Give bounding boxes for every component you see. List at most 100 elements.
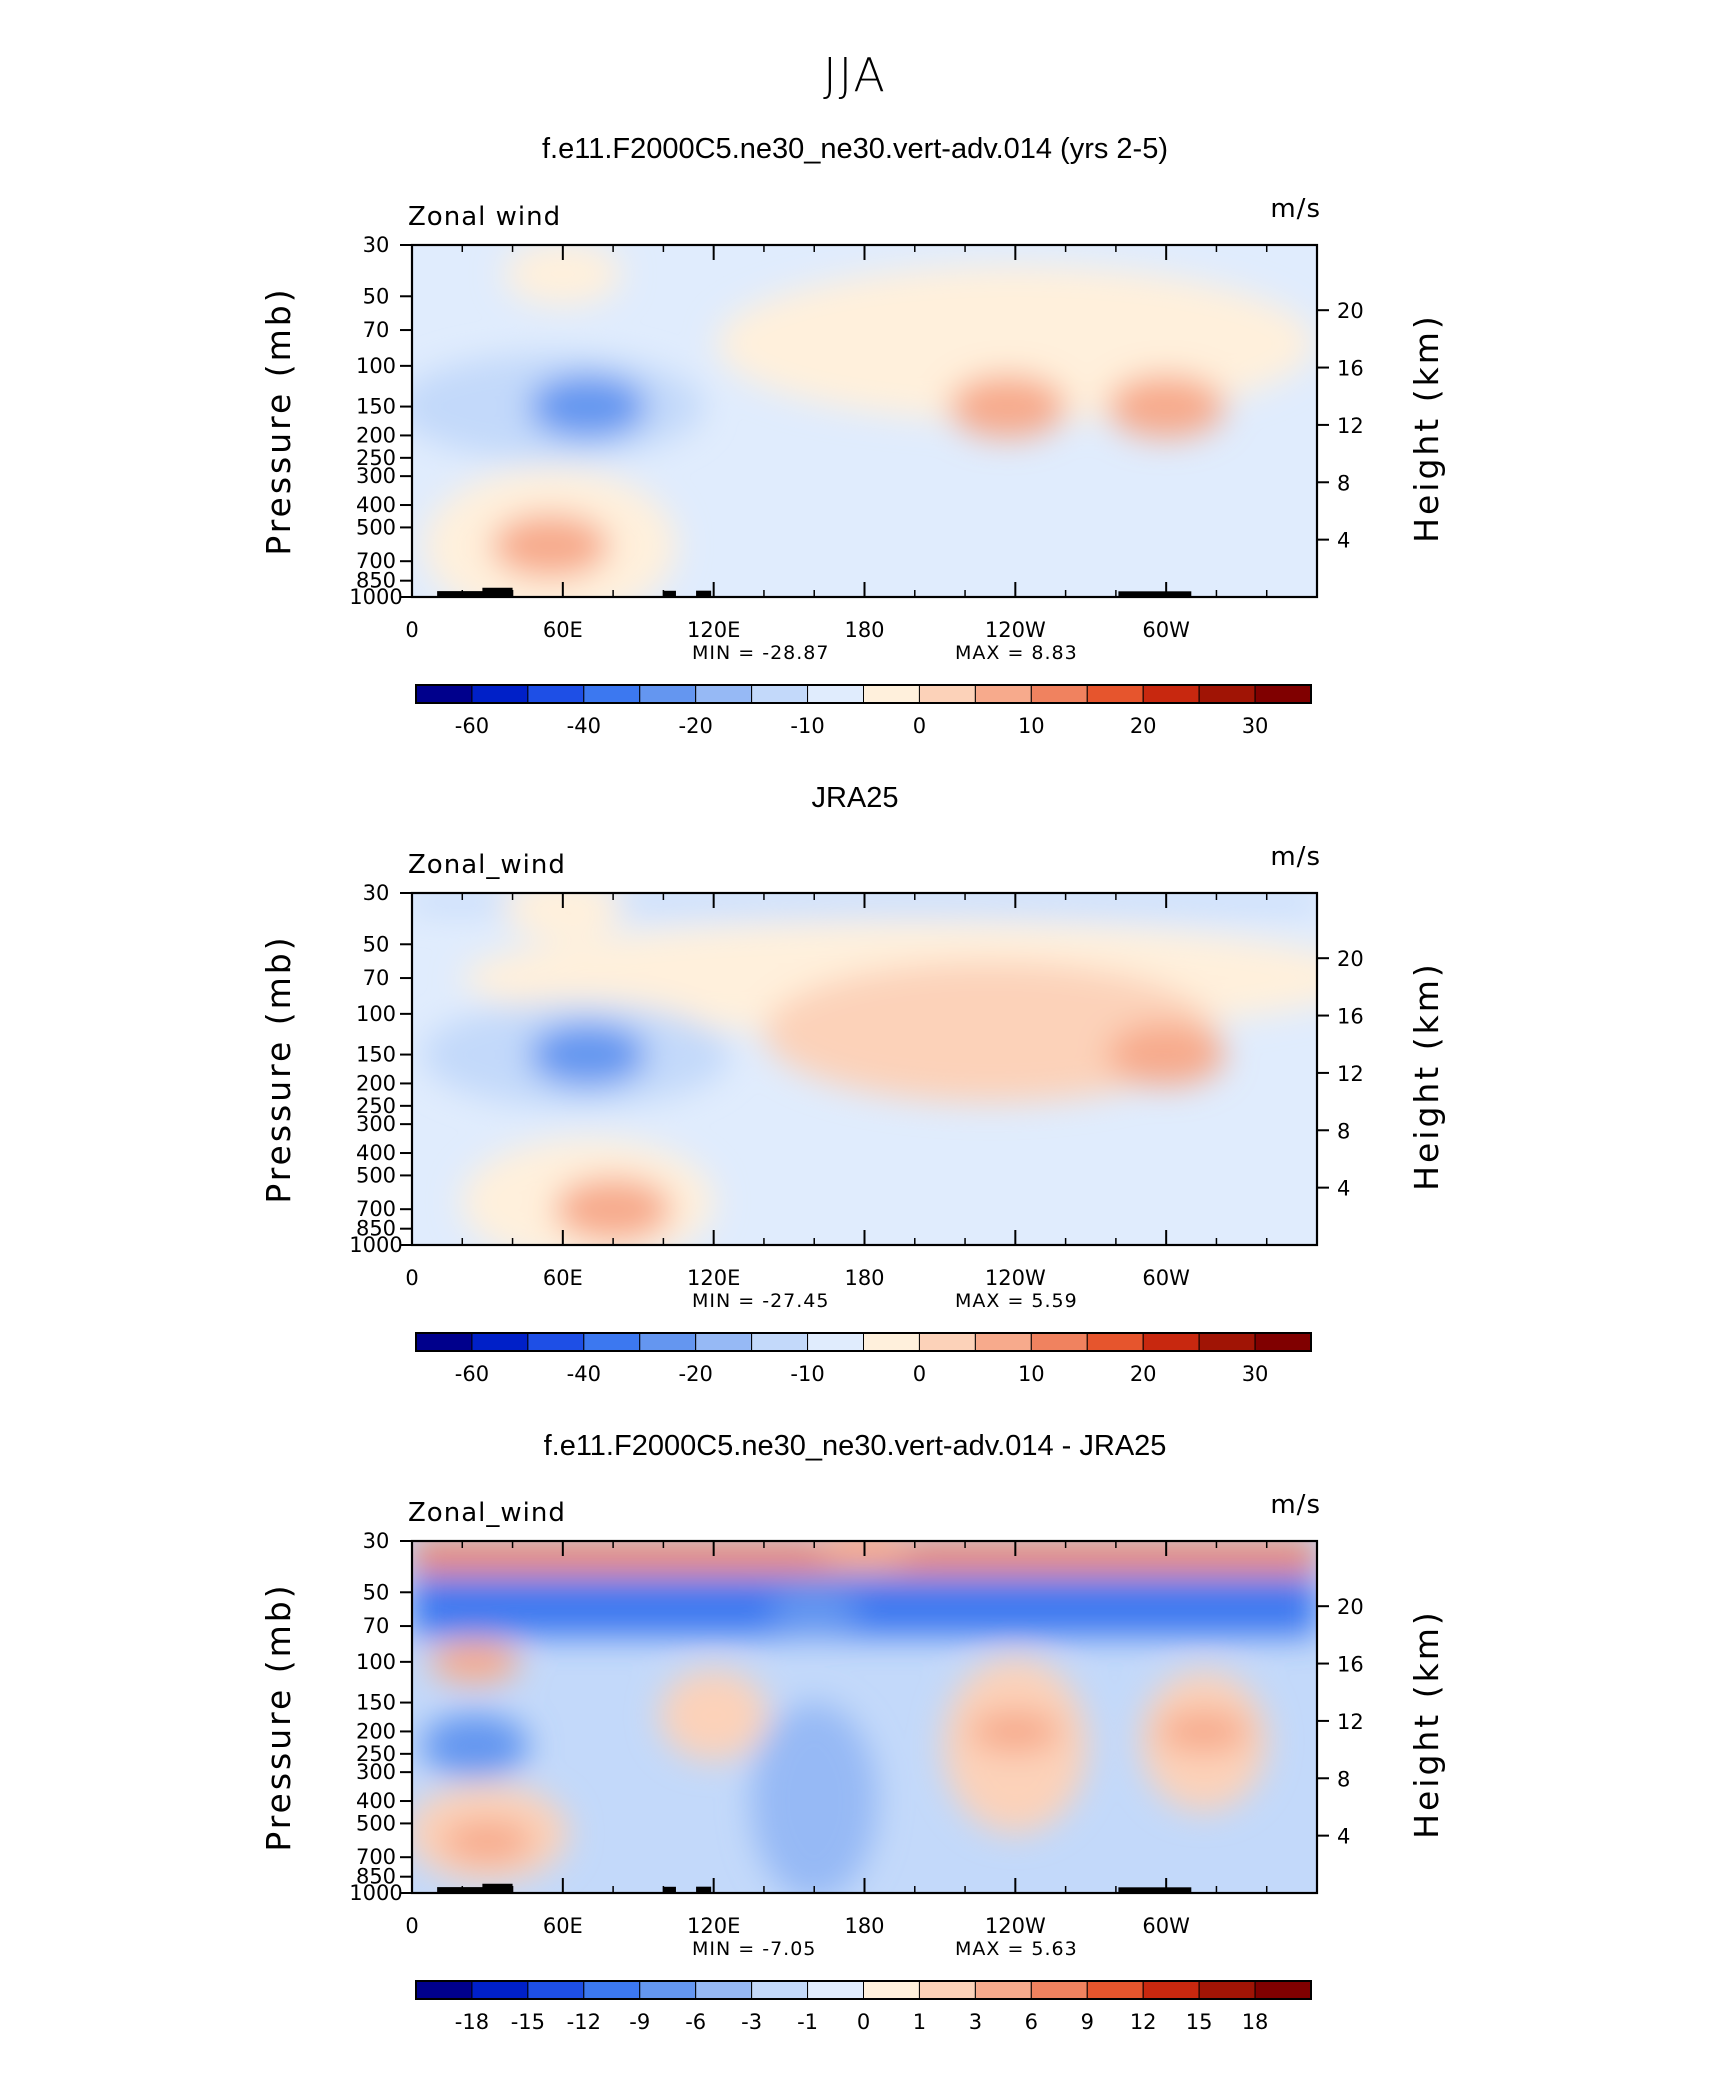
colorbar-bin bbox=[695, 1332, 753, 1352]
colorbar-bin bbox=[471, 1332, 529, 1352]
colorbar-bin bbox=[583, 1332, 641, 1352]
colorbar-bin bbox=[863, 1980, 920, 2000]
x-tick-label: 180 bbox=[844, 1266, 884, 1290]
height-tick-label: 8 bbox=[1337, 471, 1350, 495]
y-tick-label: 200 bbox=[356, 423, 396, 447]
y-tick-label: 1000 bbox=[349, 585, 402, 609]
colorbar-frame bbox=[415, 1980, 1312, 2000]
colorbar-bin bbox=[639, 684, 697, 704]
height-tick-label: 12 bbox=[1337, 414, 1364, 438]
colorbar-bin bbox=[527, 684, 585, 704]
colorbar-label: 10 bbox=[1018, 714, 1045, 738]
colorbar-bin bbox=[974, 684, 1032, 704]
y-axis-label-right: Height (km) bbox=[1407, 961, 1446, 1191]
y-tick-label: 100 bbox=[356, 1650, 396, 1674]
colorbar-bin bbox=[1030, 1332, 1088, 1352]
colorbar-label: 15 bbox=[1186, 2010, 1213, 2034]
topography-block bbox=[482, 1883, 513, 1893]
y-tick-label: 150 bbox=[356, 1043, 396, 1067]
topography bbox=[437, 587, 1192, 597]
colorbar-label: 6 bbox=[1025, 2010, 1038, 2034]
y-axis-label: Pressure (mb) bbox=[259, 286, 298, 555]
colorbar-bin bbox=[1198, 684, 1256, 704]
positive-band bbox=[659, 1669, 768, 1761]
panel-3-title: f.e11.F2000C5.ne30_ne30.vert-adv.014 - J… bbox=[543, 1430, 1167, 1462]
colorbar-bin bbox=[807, 684, 864, 704]
y-tick-label: 500 bbox=[356, 1163, 396, 1187]
colorbar-label: -12 bbox=[567, 2010, 601, 2034]
positive-band bbox=[763, 961, 1217, 1103]
colorbar-bin bbox=[415, 684, 473, 704]
colorbar-label: 1 bbox=[913, 2010, 926, 2034]
height-tick-label: 4 bbox=[1337, 1177, 1350, 1201]
colorbar-bin bbox=[1030, 684, 1088, 704]
colorbar-label: -20 bbox=[679, 1362, 713, 1386]
contour-fill-group bbox=[412, 893, 1317, 1245]
colorbar-bin bbox=[974, 1332, 1032, 1352]
y-tick-label: 850 bbox=[356, 569, 396, 593]
colorbar-frame bbox=[415, 1332, 1312, 1352]
height-tick-label: 16 bbox=[1337, 1005, 1364, 1029]
topography-block bbox=[663, 590, 676, 597]
contour-core bbox=[442, 1820, 533, 1863]
y-tick-label: 500 bbox=[356, 515, 396, 539]
contour-core bbox=[504, 245, 622, 306]
y-tick-label: 50 bbox=[363, 932, 390, 956]
height-tick-label: 16 bbox=[1337, 357, 1364, 381]
colorbar-bin bbox=[1254, 684, 1312, 704]
colorbar-bin bbox=[863, 684, 920, 704]
y-tick-label: 700 bbox=[356, 1197, 396, 1221]
colorbar-label: -10 bbox=[790, 1362, 824, 1386]
colorbar-label: 20 bbox=[1130, 1362, 1157, 1386]
y-tick-label: 70 bbox=[363, 1614, 390, 1638]
x-tick-label: 120E bbox=[687, 618, 740, 642]
x-tick-label: 180 bbox=[844, 618, 884, 642]
height-tick-label: 8 bbox=[1337, 1767, 1350, 1791]
x-tick-label: 60W bbox=[1142, 1266, 1190, 1290]
colorbar-bin bbox=[471, 684, 529, 704]
contour-core bbox=[491, 514, 610, 578]
contour-core bbox=[504, 893, 622, 941]
colorbar-bin bbox=[918, 684, 976, 704]
contour-core bbox=[768, 1589, 860, 1632]
height-tick-label: 4 bbox=[1337, 529, 1350, 553]
y-tick-label: 1000 bbox=[349, 1881, 402, 1905]
colorbar-label: 18 bbox=[1242, 2010, 1269, 2034]
variable-label: Zonal_wind bbox=[408, 1498, 566, 1528]
max-label: MAX = 8.83 bbox=[955, 642, 1078, 664]
y-tick-label: 250 bbox=[356, 446, 396, 470]
y-tick-label: 400 bbox=[356, 1141, 396, 1165]
y-tick-label: 250 bbox=[356, 1742, 396, 1766]
variable-label: Zonal wind bbox=[408, 202, 561, 232]
colorbar-label: 20 bbox=[1130, 714, 1157, 738]
contour-fill-group bbox=[412, 245, 1314, 597]
colorbar-label: 10 bbox=[1018, 1362, 1045, 1386]
negative-band bbox=[412, 1576, 1317, 1637]
max-label: MAX = 5.59 bbox=[955, 1290, 1078, 1312]
x-tick-label: 120W bbox=[985, 1266, 1046, 1290]
topography-block bbox=[1118, 1887, 1192, 1893]
y-tick-label: 50 bbox=[363, 284, 390, 308]
height-tick-label: 12 bbox=[1337, 1062, 1364, 1086]
contour-core bbox=[529, 374, 647, 439]
topography-block bbox=[437, 591, 513, 597]
y-tick-label: 150 bbox=[356, 395, 396, 419]
height-tick-label: 4 bbox=[1337, 1825, 1350, 1849]
contour-core bbox=[429, 1640, 521, 1683]
topography-block bbox=[696, 590, 712, 597]
negative-band bbox=[420, 1713, 530, 1778]
colorbar-bin bbox=[751, 1332, 809, 1352]
x-tick-label: 120E bbox=[687, 1914, 740, 1938]
plot-area-3 bbox=[412, 1541, 1317, 1893]
max-label: MAX = 5.63 bbox=[955, 1938, 1078, 1960]
colorbar-bin bbox=[1142, 684, 1200, 704]
y-tick-label: 700 bbox=[356, 549, 396, 573]
y-axis-label-right: Height (km) bbox=[1407, 313, 1446, 543]
contour-core bbox=[948, 374, 1067, 439]
y-tick-label: 300 bbox=[356, 1760, 396, 1784]
colorbar-bin bbox=[751, 684, 809, 704]
units-label: m/s bbox=[1270, 194, 1321, 224]
y-tick-label: 200 bbox=[356, 1071, 396, 1095]
units-label: m/s bbox=[1270, 842, 1321, 872]
